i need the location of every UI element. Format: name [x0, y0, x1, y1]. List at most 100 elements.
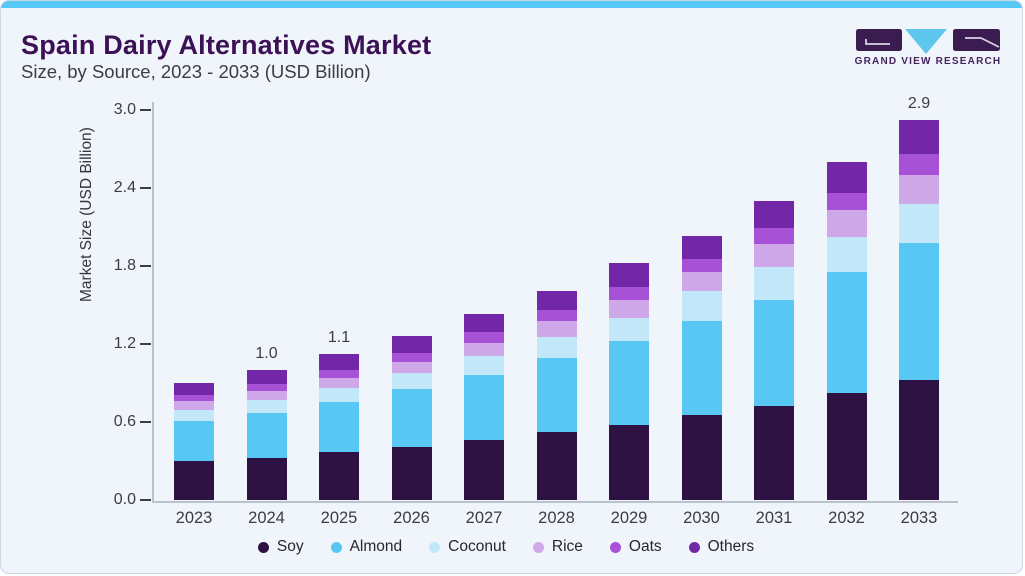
x-tick-label-2033: 2033	[900, 509, 938, 527]
x-tick-label-2027: 2027	[465, 509, 503, 527]
bar-2027-oats-segment	[464, 332, 504, 343]
legend-dot-almond-icon	[330, 541, 342, 553]
bar-2023-rice-segment	[174, 401, 214, 411]
bar-2023-almond-segment	[174, 420, 214, 461]
bar-2026-others-segment	[391, 336, 432, 354]
bar-2028-almond-segment	[536, 358, 577, 433]
bar-2033-soy-segment	[899, 380, 939, 500]
bar-total-label-2024: 1.0	[255, 345, 278, 362]
bar-2032-almond-segment	[826, 272, 867, 394]
legend-label-almond: Almond	[349, 538, 403, 555]
logo-v-triangle	[905, 29, 947, 54]
bar-2026-almond-segment	[391, 389, 432, 447]
bar-2033-almond-segment	[899, 242, 939, 381]
bar-2023-others-segment	[174, 383, 214, 395]
legend-dot-rice-icon	[532, 541, 544, 553]
bar-2023-oats-segment	[174, 394, 214, 402]
bar-2030-almond-segment	[681, 320, 722, 416]
bar-2026-oats-segment	[391, 353, 432, 363]
bar-2031	[754, 201, 794, 500]
bar-2023-coconut-segment	[174, 410, 214, 421]
bar-2025	[319, 354, 359, 500]
legend-item-coconut: Coconut	[429, 538, 506, 556]
x-tick-label-2031: 2031	[755, 509, 793, 527]
bar-2025-oats-segment	[319, 369, 359, 378]
bar-total-label-2025: 1.1	[327, 329, 351, 347]
bar-2029	[609, 263, 649, 500]
bar-2032	[826, 162, 867, 500]
bar-2029-soy-segment	[609, 424, 649, 500]
bar-2027-almond-segment	[464, 375, 504, 441]
bar-2028-rice-segment	[536, 321, 577, 337]
y-tick-label: 0.0	[113, 491, 136, 508]
bar-2026-rice-segment	[391, 362, 432, 373]
legend-item-rice: Rice	[532, 538, 583, 556]
bar-2032-coconut-segment	[826, 237, 867, 273]
bar-2025-others-segment	[319, 354, 359, 370]
bar-2031-almond-segment	[754, 299, 794, 407]
logo-r-block	[953, 29, 1000, 51]
bar-2025-rice-segment	[319, 377, 359, 389]
bar-2032-rice-segment	[826, 210, 867, 238]
bar-2033	[899, 120, 939, 500]
page-subtitle: Size, by Source, 2023 - 2033 (USD Billio…	[21, 61, 371, 82]
legend-dot-others-icon	[688, 541, 700, 553]
bar-2031-soy-segment	[754, 406, 794, 500]
bar-2030-coconut-segment	[681, 290, 722, 321]
bar-2033-oats-segment	[899, 154, 939, 175]
y-tick-label: 1.8	[113, 257, 136, 274]
bar-2026-soy-segment	[391, 446, 432, 500]
y-tick-label: 3.0	[113, 101, 136, 118]
bar-2023	[174, 383, 214, 500]
bar-2030-others-segment	[681, 236, 722, 260]
bar-2032-others-segment	[826, 162, 867, 194]
legend-label-soy: Soy	[276, 538, 304, 555]
bar-2027-others-segment	[464, 314, 504, 333]
legend-item-soy: Soy	[257, 538, 304, 556]
bar-2028	[536, 290, 577, 500]
bar-2033-others-segment	[899, 120, 939, 155]
bar-2023-soy-segment	[174, 460, 214, 500]
legend: Soy Almond Coconut Rice Oats Others	[96, 538, 916, 556]
bar-2030-rice-segment	[681, 272, 722, 291]
x-tick-label-2032: 2032	[828, 509, 865, 527]
logo-g-block	[856, 29, 902, 51]
bar-2030-soy-segment	[681, 415, 722, 500]
y-tick-label: 2.4	[113, 179, 136, 196]
top-accent-bar	[1, 1, 1022, 8]
legend-dot-coconut-icon	[429, 541, 441, 553]
bar-2029-almond-segment	[609, 341, 649, 425]
legend-item-almond: Almond	[330, 538, 403, 556]
legend-label-coconut: Coconut	[448, 538, 506, 555]
bar-2025-soy-segment	[319, 451, 359, 500]
bar-2029-coconut-segment	[609, 317, 649, 342]
x-tick-label-2030: 2030	[683, 509, 720, 527]
legend-dot-soy-icon	[257, 541, 269, 553]
bar-total-label-2033: 2.9	[907, 95, 931, 113]
bar-2027-coconut-segment	[464, 355, 504, 376]
bar-2031-others-segment	[754, 201, 794, 229]
x-tick-label-2028: 2028	[538, 509, 575, 527]
x-tick-label-2024: 2024	[248, 509, 285, 527]
logo-r-glyph	[965, 37, 1000, 48]
bar-2031-coconut-segment	[754, 267, 794, 300]
legend-item-others: Others	[688, 538, 754, 556]
y-axis-line	[152, 102, 154, 502]
bar-2029-rice-segment	[609, 299, 649, 318]
x-tick-label-2023: 2023	[175, 509, 213, 527]
legend-label-oats: Oats	[628, 538, 662, 555]
bar-2032-oats-segment	[826, 193, 867, 211]
y-tick-mark	[140, 109, 151, 111]
bar-2028-oats-segment	[536, 310, 577, 322]
bar-2024	[246, 370, 287, 500]
logo-g-glyph	[865, 39, 890, 45]
logo-wordmark: GRAND VIEW RESEARCH	[854, 56, 1002, 67]
bar-2025-coconut-segment	[319, 388, 359, 403]
bar-2024-soy-segment	[246, 458, 287, 500]
bar-2029-oats-segment	[609, 286, 649, 300]
y-tick-mark	[140, 499, 151, 501]
bar-2029-others-segment	[609, 263, 649, 287]
y-tick-mark	[140, 421, 151, 423]
bar-2026	[391, 336, 432, 500]
